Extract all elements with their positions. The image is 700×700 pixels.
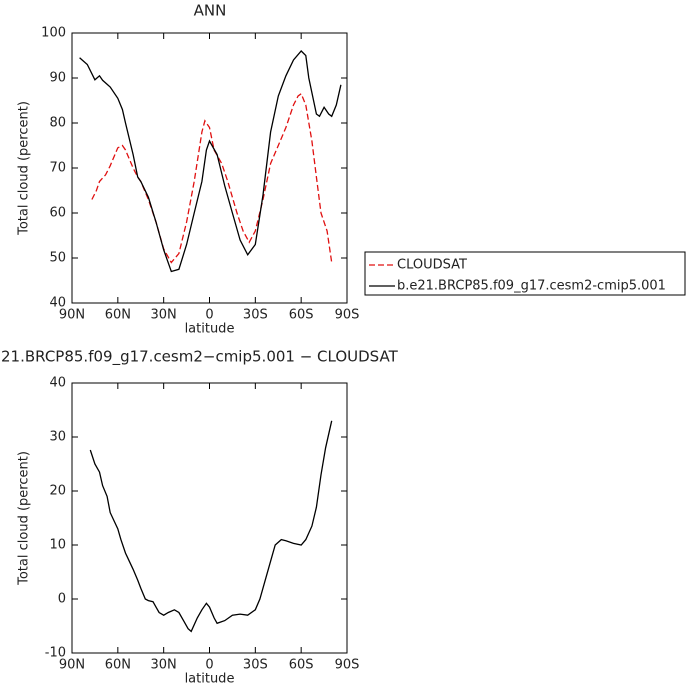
x-tick-label: 30N (151, 658, 177, 673)
x-tick-label: 60S (289, 308, 314, 323)
y-tick-label: 100 (41, 26, 66, 41)
y-tick-label: 80 (49, 116, 66, 131)
legend-box (364, 251, 686, 296)
y-tick-label: 20 (49, 484, 66, 499)
y-tick-label: 30 (49, 430, 66, 445)
y-tick-label: 50 (49, 251, 66, 266)
x-tick-label: 0 (205, 308, 213, 323)
x-tick-label: 30N (151, 308, 177, 323)
y-tick-label: 60 (49, 206, 66, 221)
legend-label: b.e21.BRCP85.f09_g17.cesm2-cmip5.001 (397, 279, 666, 294)
y-tick-label: 40 (49, 296, 66, 311)
x-tick-label: 90N (59, 658, 85, 673)
chart-title: 21.BRCP85.f09_g17.cesm2−cmip5.001 − CLOU… (1, 348, 399, 367)
y-tick-label: 10 (49, 538, 66, 553)
x-tick-label: 0 (205, 658, 213, 673)
x-tick-label: 60N (105, 658, 131, 673)
plot-frame (71, 32, 348, 304)
x-tick-label: 90N (59, 308, 85, 323)
x-tick-label: 30S (243, 658, 268, 673)
y-axis-label: Total cloud (percent) (17, 101, 32, 236)
legend-label: CLOUDSAT (397, 258, 467, 273)
y-tick-label: 40 (49, 376, 66, 391)
x-tick-label: 30S (243, 308, 268, 323)
chart-title: ANN (194, 2, 227, 20)
x-tick-label: 60S (289, 658, 314, 673)
data-line (89, 420, 333, 633)
data-line (79, 50, 342, 273)
y-tick-label: 0 (58, 592, 66, 607)
y-tick-label: 90 (49, 71, 66, 86)
y-tick-label: 70 (49, 161, 66, 176)
y-axis-label: Total cloud (percent) (17, 451, 32, 586)
y-tick-label: -10 (45, 646, 66, 661)
data-line (91, 92, 333, 264)
x-tick-label: 60N (105, 308, 131, 323)
x-tick-label: 90S (335, 658, 360, 673)
x-axis-label: latitude (185, 672, 235, 687)
x-axis-label: latitude (185, 322, 235, 337)
x-tick-label: 90S (335, 308, 360, 323)
